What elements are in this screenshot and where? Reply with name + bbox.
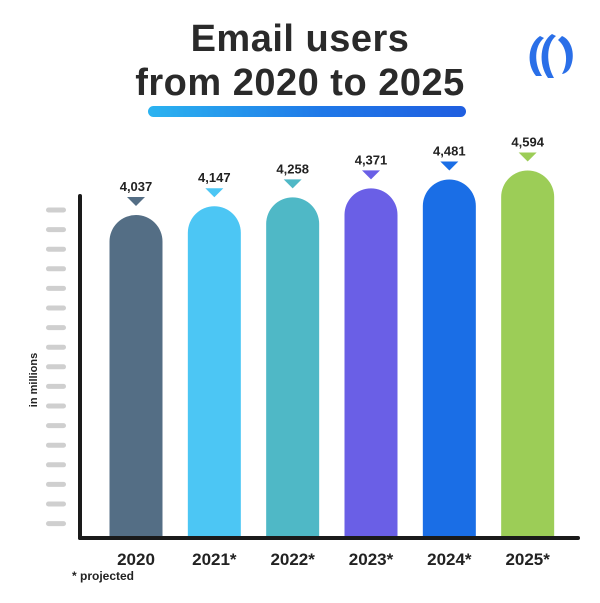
value-pointer [518,152,537,162]
brand-logo-icon [529,34,573,78]
x-tick-label: 2025* [505,550,550,569]
bar-2025 [501,170,555,536]
y-tick-mark [46,207,66,213]
data-label: 4,594 [511,134,544,149]
value-pointer [440,161,459,171]
value-pointer [127,197,145,207]
y-tick-mark [46,423,66,429]
y-axis-label: in millions [28,352,40,408]
y-tick-mark [46,266,66,272]
y-tick-mark [46,481,66,487]
x-tick-label: 2020 [117,550,155,569]
y-tick-mark [46,501,66,507]
x-tick-label: 2024* [427,550,472,569]
footnote: * projected [72,569,135,583]
data-label: 4,481 [433,144,466,159]
x-tick-label: 2021* [192,550,237,569]
chart-title-line-1: Email users [190,18,410,60]
y-tick-mark [46,344,66,350]
x-tick-label: 2022* [270,550,315,569]
y-tick-mark [46,227,66,233]
y-tick-mark [46,246,66,252]
y-tick-mark [46,285,66,291]
bar-2020 [109,215,163,537]
data-label: 4,258 [276,161,309,176]
value-pointer [362,170,380,180]
y-tick-mark [46,403,66,409]
y-tick-mark [46,383,66,389]
title-underline [148,106,466,117]
y-tick-mark [46,442,66,448]
bar-2024 [422,179,476,536]
y-tick-mark [46,521,66,527]
bar-2023 [344,188,398,537]
bar-2022 [266,197,320,537]
data-label: 4,371 [355,152,388,167]
value-pointer [283,179,302,189]
y-tick-mark [46,462,66,468]
bar-2021 [187,206,241,536]
y-tick-mark [46,364,66,370]
data-label: 4,037 [120,179,153,194]
data-label: 4,147 [198,170,231,185]
x-tick-label: 2023* [349,550,394,569]
chart-title-line-2: from 2020 to 2025 [135,62,465,104]
y-tick-mark [46,305,66,311]
y-tick-mark [46,325,66,331]
value-pointer [205,188,224,198]
